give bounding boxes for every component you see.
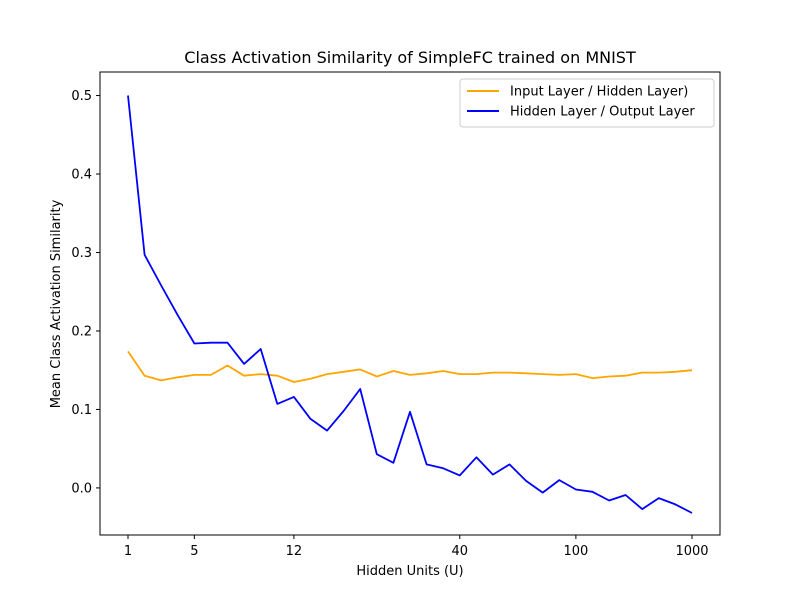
y-tick-label: 0.1 — [71, 403, 92, 418]
x-tick-label: 1000 — [675, 544, 708, 559]
y-axis-ticks: 0.0 0.1 0.2 0.3 0.4 0.5 — [71, 89, 100, 496]
legend: Input Layer / Hidden Layer) Hidden Layer … — [459, 78, 715, 128]
axes-frame — [99, 71, 721, 536]
x-axis-ticks: 1 5 12 40 100 1000 — [124, 535, 709, 559]
plot-area — [99, 71, 721, 536]
legend-label-2: Hidden Layer / Output Layer — [510, 105, 695, 120]
x-tick-label: 1 — [124, 544, 132, 559]
y-tick-label: 0.5 — [71, 89, 92, 104]
y-axis-label: Mean Class Activation Similarity — [49, 199, 64, 408]
series-layer — [127, 95, 693, 514]
chart-title: Class Activation Similarity of SimpleFC … — [184, 48, 636, 67]
x-axis-label: Hidden Units (U) — [356, 564, 463, 579]
series-line-1 — [127, 350, 693, 383]
legend-label-1: Input Layer / Hidden Layer) — [510, 85, 688, 100]
x-tick-label: 40 — [451, 544, 468, 559]
y-tick-label: 0.2 — [71, 324, 92, 339]
x-tick-label: 100 — [563, 544, 588, 559]
y-tick-label: 0.3 — [71, 246, 92, 261]
x-tick-label: 12 — [286, 544, 303, 559]
y-tick-label: 0.0 — [71, 481, 92, 496]
x-tick-label: 5 — [190, 544, 198, 559]
legend-box — [459, 78, 715, 128]
series-line-2 — [127, 95, 693, 514]
y-tick-label: 0.4 — [71, 168, 92, 183]
